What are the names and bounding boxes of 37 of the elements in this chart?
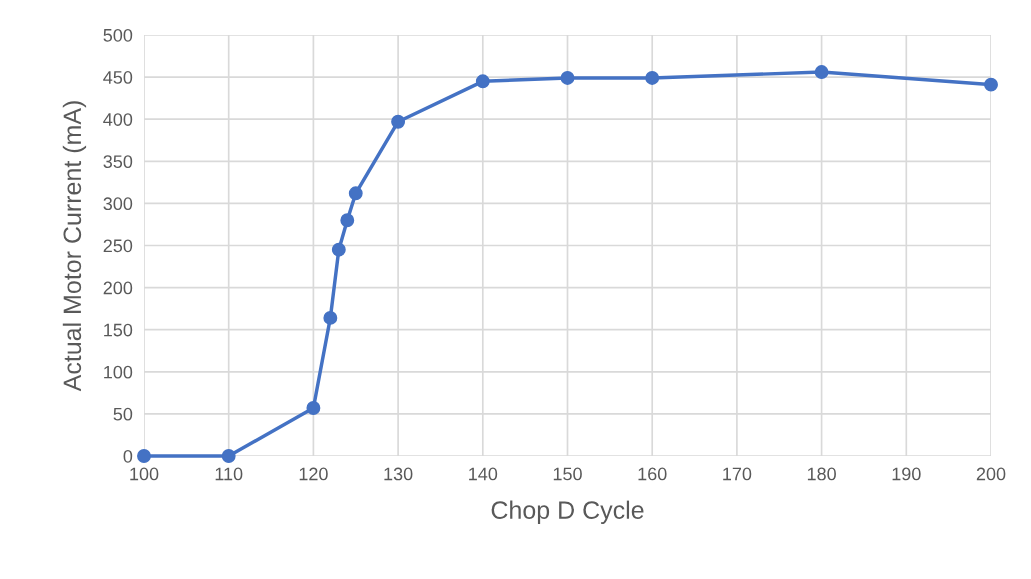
point	[137, 449, 151, 463]
point	[475, 74, 490, 89]
y-tick-label: 350	[103, 155, 133, 169]
y-tick-label: 100	[104, 365, 133, 379]
x-tick-label: 160	[638, 467, 667, 481]
x-tick-label: 170	[723, 467, 752, 481]
x-tick-label: 190	[892, 467, 921, 481]
y-tick-label: 450	[103, 71, 133, 84]
point	[323, 310, 338, 325]
point	[645, 70, 660, 85]
x-tick-label: 200	[976, 467, 1006, 481]
y-tick-label: 200	[103, 281, 133, 295]
x-tick-label: 130	[384, 467, 413, 481]
point	[340, 213, 355, 228]
y-tick-label: 500	[103, 28, 133, 42]
y-tick-label: 0	[123, 449, 133, 463]
y-tick-label: 400	[103, 113, 133, 126]
x-tick-label: 110	[215, 467, 243, 481]
point	[331, 242, 346, 257]
point	[306, 401, 321, 415]
y-tick-label: 300	[103, 197, 133, 211]
point	[221, 449, 236, 463]
point	[391, 114, 406, 129]
point	[348, 186, 363, 201]
x-tick-label: 180	[807, 467, 836, 481]
x-tick-label: 140	[469, 467, 498, 481]
point	[560, 70, 575, 85]
x-tick-label: 100	[130, 467, 159, 481]
x-axis-title: Chop D Cycle	[491, 500, 644, 524]
y-tick-label: 250	[103, 239, 133, 253]
x-tick-label: 150	[553, 467, 582, 481]
y-axis-title: Actual Motor Current (mA)	[62, 101, 87, 392]
point	[814, 65, 829, 79]
x-tick-label: 120	[299, 467, 328, 481]
point	[984, 77, 998, 92]
y-tick-label: 50	[113, 407, 133, 421]
y-tick-label: 150	[104, 323, 133, 337]
